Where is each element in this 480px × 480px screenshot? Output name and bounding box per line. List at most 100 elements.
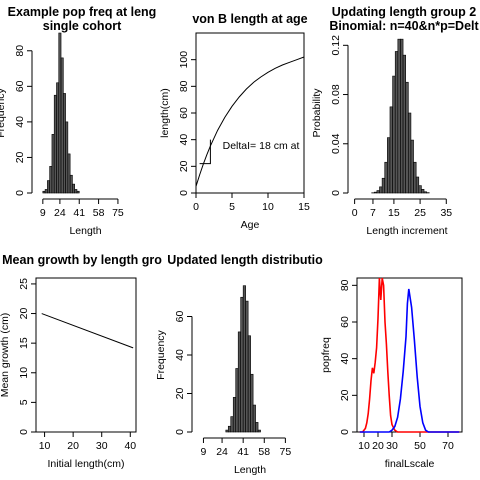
- panel-title: Binomial: n=40&n*p=Delt: [329, 19, 479, 33]
- x-tick-label: 50: [414, 440, 426, 452]
- histogram-bar: [65, 121, 69, 194]
- x-axis-label: Initial length(cm): [47, 458, 124, 470]
- panel-p2: von B length at age 0 5 10 15 Age 0 20 40 60 80 100…: [159, 12, 310, 231]
- histogram-bar: [42, 190, 46, 194]
- panel-title: single cohort: [43, 19, 122, 33]
- x-tick-label: 58: [258, 446, 270, 458]
- y-tick-label: 0.08: [330, 84, 342, 105]
- panel-title: Updating length group 2: [332, 5, 476, 19]
- x-tick-label: 9: [40, 207, 46, 219]
- plot-frame: [195, 32, 305, 194]
- histogram-bar: [252, 404, 256, 433]
- histogram-bar: [410, 139, 414, 194]
- x-tick-label: 15: [388, 207, 400, 219]
- y-tick-label: 80: [178, 80, 190, 92]
- x-axis-label: Age: [241, 219, 260, 231]
- x-axis-label: Length: [234, 464, 266, 476]
- histogram-bar: [394, 51, 399, 194]
- histogram-bar: [255, 422, 259, 433]
- series-line-1: [359, 288, 460, 433]
- x-tick-label: 15: [298, 201, 310, 213]
- y-tick-label: 0: [174, 429, 186, 435]
- histogram-bar: [397, 38, 401, 194]
- y-tick-label: 15: [18, 337, 30, 349]
- y-tick-label: 40: [174, 349, 186, 361]
- histogram-bar: [72, 183, 75, 194]
- x-tick-label: 20: [372, 440, 384, 452]
- histogram-bar: [247, 335, 251, 433]
- x-tick-label: 40: [124, 440, 136, 452]
- x-tick-label: 10: [39, 440, 51, 452]
- y-tick-label: 0.04: [330, 133, 342, 154]
- x-axis-label: Length increment: [366, 225, 447, 237]
- y-tick-label: 60: [339, 316, 351, 328]
- y-tick-label: 40: [339, 353, 351, 365]
- x-tick-label: 30: [96, 440, 108, 452]
- histogram-bar: [67, 153, 71, 194]
- x-tick-label: 0: [352, 207, 358, 219]
- x-tick-label: 30: [386, 440, 398, 452]
- y-tick-label: 60: [174, 311, 186, 323]
- histogram-bar: [53, 94, 57, 194]
- histogram-bar: [225, 429, 229, 433]
- histogram-bar: [384, 161, 388, 194]
- histogram-bar: [56, 82, 60, 194]
- histogram-bar: [389, 106, 393, 194]
- histogram-bar: [257, 429, 261, 433]
- histogram-bar: [235, 368, 239, 433]
- histogram-bar: [51, 134, 55, 194]
- x-tick-label: 10: [262, 201, 274, 213]
- x-tick-label: 7: [370, 207, 376, 219]
- histogram-bar: [373, 191, 378, 194]
- histogram-bar: [60, 57, 64, 194]
- x-tick-label: 24: [54, 207, 66, 219]
- histogram-bar: [392, 75, 396, 194]
- x-tick-label: 70: [442, 440, 454, 452]
- histogram-bar: [400, 38, 404, 194]
- y-tick-label: 20: [18, 308, 30, 320]
- y-axis-label: Frequency: [0, 87, 7, 137]
- x-tick-label: 41: [237, 446, 249, 458]
- plot-frame: [356, 277, 463, 433]
- x-tick-label: 20: [67, 440, 79, 452]
- x-tick-label: 24: [216, 446, 228, 458]
- histogram-bar: [69, 174, 73, 194]
- y-tick-label: 0: [14, 190, 26, 196]
- y-tick-label: 0: [178, 190, 190, 196]
- histogram-bar: [405, 81, 409, 194]
- histogram-bar: [387, 137, 391, 194]
- histogram-bar: [245, 300, 249, 433]
- histogram-bar: [423, 191, 427, 194]
- y-axis-label: Mean growth (cm): [0, 313, 11, 398]
- x-tick-label: 75: [280, 446, 292, 458]
- panel-p5: Updated length distributio 9 24 41 58 75 Lengt…: [155, 253, 323, 476]
- x-tick-label: 75: [112, 207, 124, 219]
- x-axis-label: finalLscale: [385, 458, 435, 470]
- histogram-bar: [413, 161, 417, 194]
- y-tick-label: 80: [14, 45, 26, 57]
- y-tick-label: 0: [330, 190, 342, 196]
- histogram-bar: [418, 185, 422, 194]
- y-tick-label: 80: [339, 279, 351, 291]
- histogram-bar: [230, 416, 234, 433]
- histogram-bar: [237, 331, 241, 433]
- histogram-bar: [379, 186, 383, 194]
- series-line-0: [359, 277, 460, 433]
- histogram-bar: [415, 176, 420, 194]
- histogram-bar: [421, 189, 425, 194]
- histogram-bar: [47, 180, 50, 194]
- histogram-bar: [250, 373, 254, 433]
- y-tick-label: 20: [174, 388, 186, 400]
- delta-marker: [199, 139, 211, 165]
- panel-title: Example pop freq at leng: [8, 5, 157, 19]
- series-line: [195, 56, 305, 187]
- y-tick-label: 40: [178, 134, 190, 146]
- y-axis-label: Probability: [311, 88, 323, 138]
- x-tick-label: 41: [73, 207, 85, 219]
- histogram-bar: [44, 189, 48, 194]
- x-axis-label: Length: [69, 225, 101, 237]
- x-tick-label: 25: [414, 207, 426, 219]
- plot-frame: [35, 277, 137, 433]
